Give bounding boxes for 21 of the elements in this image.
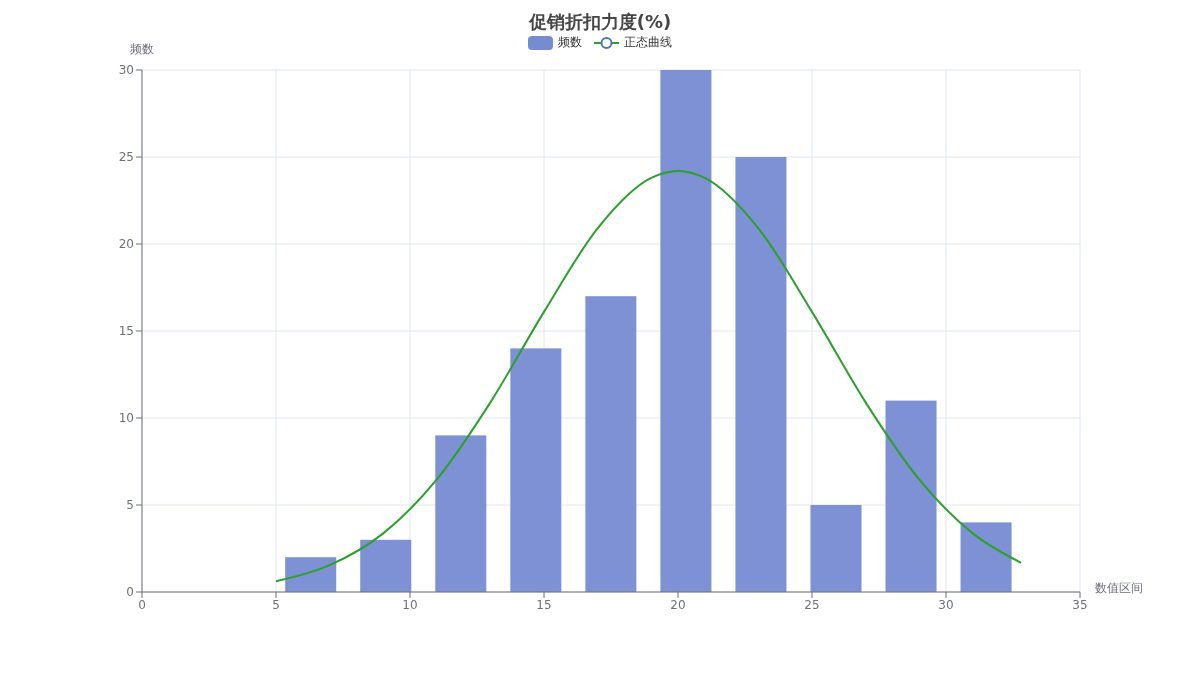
y-tick-label: 5 xyxy=(126,498,134,513)
x-tick-label: 10 xyxy=(402,597,418,612)
line-series xyxy=(275,169,1023,583)
x-tick-label: 0 xyxy=(138,597,146,612)
x-tick-label: 30 xyxy=(938,597,954,612)
chart-title: 促销折扣力度(%) xyxy=(527,10,673,34)
y-tick-label: 15 xyxy=(118,324,134,339)
legend-label: 频数 xyxy=(558,34,582,51)
x-axis-title: 数值区间 xyxy=(1095,580,1143,597)
y-tick-label: 25 xyxy=(118,150,134,165)
x-tick-label: 20 xyxy=(670,597,686,612)
y-tick-label: 10 xyxy=(118,411,134,426)
x-tick-label: 35 xyxy=(1072,597,1088,612)
x-tick-label: 15 xyxy=(536,597,552,612)
y-axis-title: 频数 xyxy=(130,41,154,58)
x-tick-label: 25 xyxy=(804,597,820,612)
y-tick-label: 0 xyxy=(126,585,134,600)
x-tick-label: 5 xyxy=(272,597,280,612)
legend-label: 正态曲线 xyxy=(624,34,672,51)
y-tick-label: 20 xyxy=(118,237,134,252)
y-tick-label: 30 xyxy=(118,63,134,78)
